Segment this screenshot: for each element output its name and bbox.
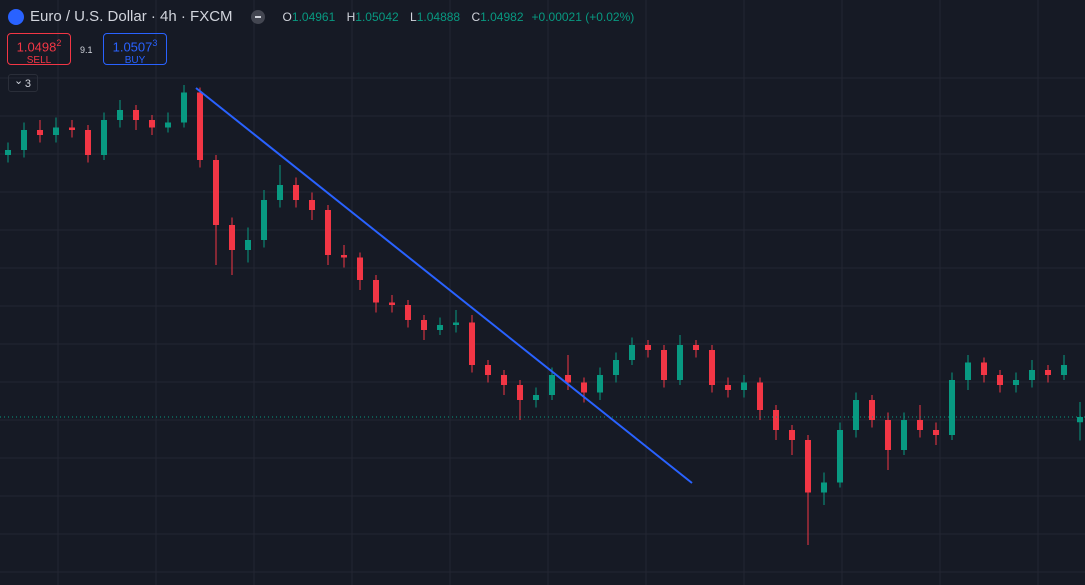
- candle-body: [949, 380, 955, 435]
- candle-body: [693, 345, 699, 350]
- spread: 9.1: [80, 45, 93, 55]
- candle-body: [677, 345, 683, 380]
- candle-body: [69, 127, 75, 130]
- ohlc-label: O: [282, 9, 292, 24]
- candle-body: [229, 225, 235, 250]
- candle-body: [1045, 370, 1051, 375]
- candle-body: [117, 110, 123, 120]
- candle-body: [181, 92, 187, 123]
- candle-body: [341, 255, 347, 258]
- ohlc-value: 1.05042: [355, 9, 399, 24]
- candle-body: [757, 382, 763, 410]
- buy-button[interactable]: 1.05073 BUY: [103, 33, 167, 67]
- candle-body: [245, 240, 251, 250]
- candle-body: [997, 375, 1003, 385]
- ohlc-label: C: [471, 9, 481, 24]
- candle-body: [789, 430, 795, 440]
- candle-body: [485, 365, 491, 375]
- candle-body: [21, 130, 27, 150]
- candle-body: [709, 350, 715, 385]
- candle-body: [645, 345, 651, 350]
- sell-pip: 2: [56, 38, 62, 48]
- candle-body: [981, 362, 987, 375]
- candle-body: [421, 320, 427, 330]
- candle-body: [293, 185, 299, 200]
- header: Euro / U.S. Dollar · 4h · FXCM O1.04961 …: [8, 8, 634, 25]
- candle-body: [837, 430, 843, 483]
- candle-body: [85, 130, 91, 155]
- candle-body: [885, 420, 891, 450]
- candle-body: [357, 257, 363, 280]
- buy-pip: 3: [152, 38, 158, 48]
- candle-body: [213, 160, 219, 225]
- candle-body: [309, 200, 315, 210]
- candle-body: [165, 122, 171, 128]
- sell-price: 1.0498: [16, 39, 57, 55]
- ohlc-value: 1.04982: [480, 9, 524, 24]
- candle-body: [965, 362, 971, 380]
- candle-body: [869, 400, 875, 420]
- ohlc: O1.04961 H1.05042 L1.04888 C1.04982: [283, 10, 532, 24]
- candle-body: [53, 127, 59, 135]
- indicators-toggle[interactable]: 3: [8, 72, 38, 92]
- candle-body: [821, 482, 827, 493]
- candle-body: [389, 302, 395, 305]
- candle-body: [325, 210, 331, 255]
- candle-body: [469, 322, 475, 365]
- candle-body: [277, 185, 283, 200]
- change: +0.00021 (+0.02%): [531, 9, 635, 24]
- ohlc-value: 1.04888: [416, 9, 461, 24]
- candle-body: [437, 325, 443, 330]
- candle-body: [565, 375, 571, 383]
- collapse-button[interactable]: [250, 9, 265, 24]
- candle-body: [133, 110, 139, 120]
- sell-button[interactable]: 1.04982 SELL: [7, 33, 71, 67]
- ohlc-label: L: [410, 9, 417, 24]
- candle-body: [533, 395, 539, 400]
- candle-body: [629, 345, 635, 360]
- candle-body: [613, 360, 619, 375]
- ohlc-label: H: [346, 9, 356, 24]
- symbol-icon: [8, 8, 24, 25]
- candle-body: [901, 420, 907, 450]
- candle-body: [517, 385, 523, 400]
- candle-body: [725, 385, 731, 390]
- candle-body: [501, 375, 507, 385]
- buy-label: BUY: [124, 55, 146, 67]
- candle-body: [661, 350, 667, 380]
- candle-body: [1077, 417, 1083, 423]
- candle-body: [581, 382, 587, 393]
- candle-body: [741, 382, 747, 390]
- candle-body: [805, 440, 811, 493]
- candle-body: [1013, 380, 1019, 385]
- candle-body: [405, 305, 411, 320]
- candle-body: [37, 130, 43, 135]
- candle-body: [773, 410, 779, 430]
- trend-line[interactable]: [195, 87, 693, 484]
- candle-body: [373, 280, 379, 303]
- candle-body: [261, 200, 267, 240]
- candle-body: [197, 92, 203, 160]
- symbol[interactable]: Euro / U.S. Dollar · 4h · FXCM: [30, 8, 233, 25]
- candle-body: [101, 120, 107, 155]
- candle-body: [917, 420, 923, 430]
- candle-body: [853, 400, 859, 430]
- candles: [0, 85, 1085, 545]
- ohlc-value: 1.04961: [291, 9, 336, 24]
- buy-price: 1.0507: [112, 39, 153, 55]
- candle-body: [453, 322, 459, 325]
- candle-body: [933, 430, 939, 435]
- sell-label: SELL: [26, 55, 52, 67]
- candle-body: [597, 375, 603, 393]
- candle-body: [149, 120, 155, 128]
- candle-body: [1061, 365, 1067, 375]
- candle-body: [549, 375, 555, 395]
- candle-body: [1029, 370, 1035, 380]
- candle-body: [5, 150, 11, 155]
